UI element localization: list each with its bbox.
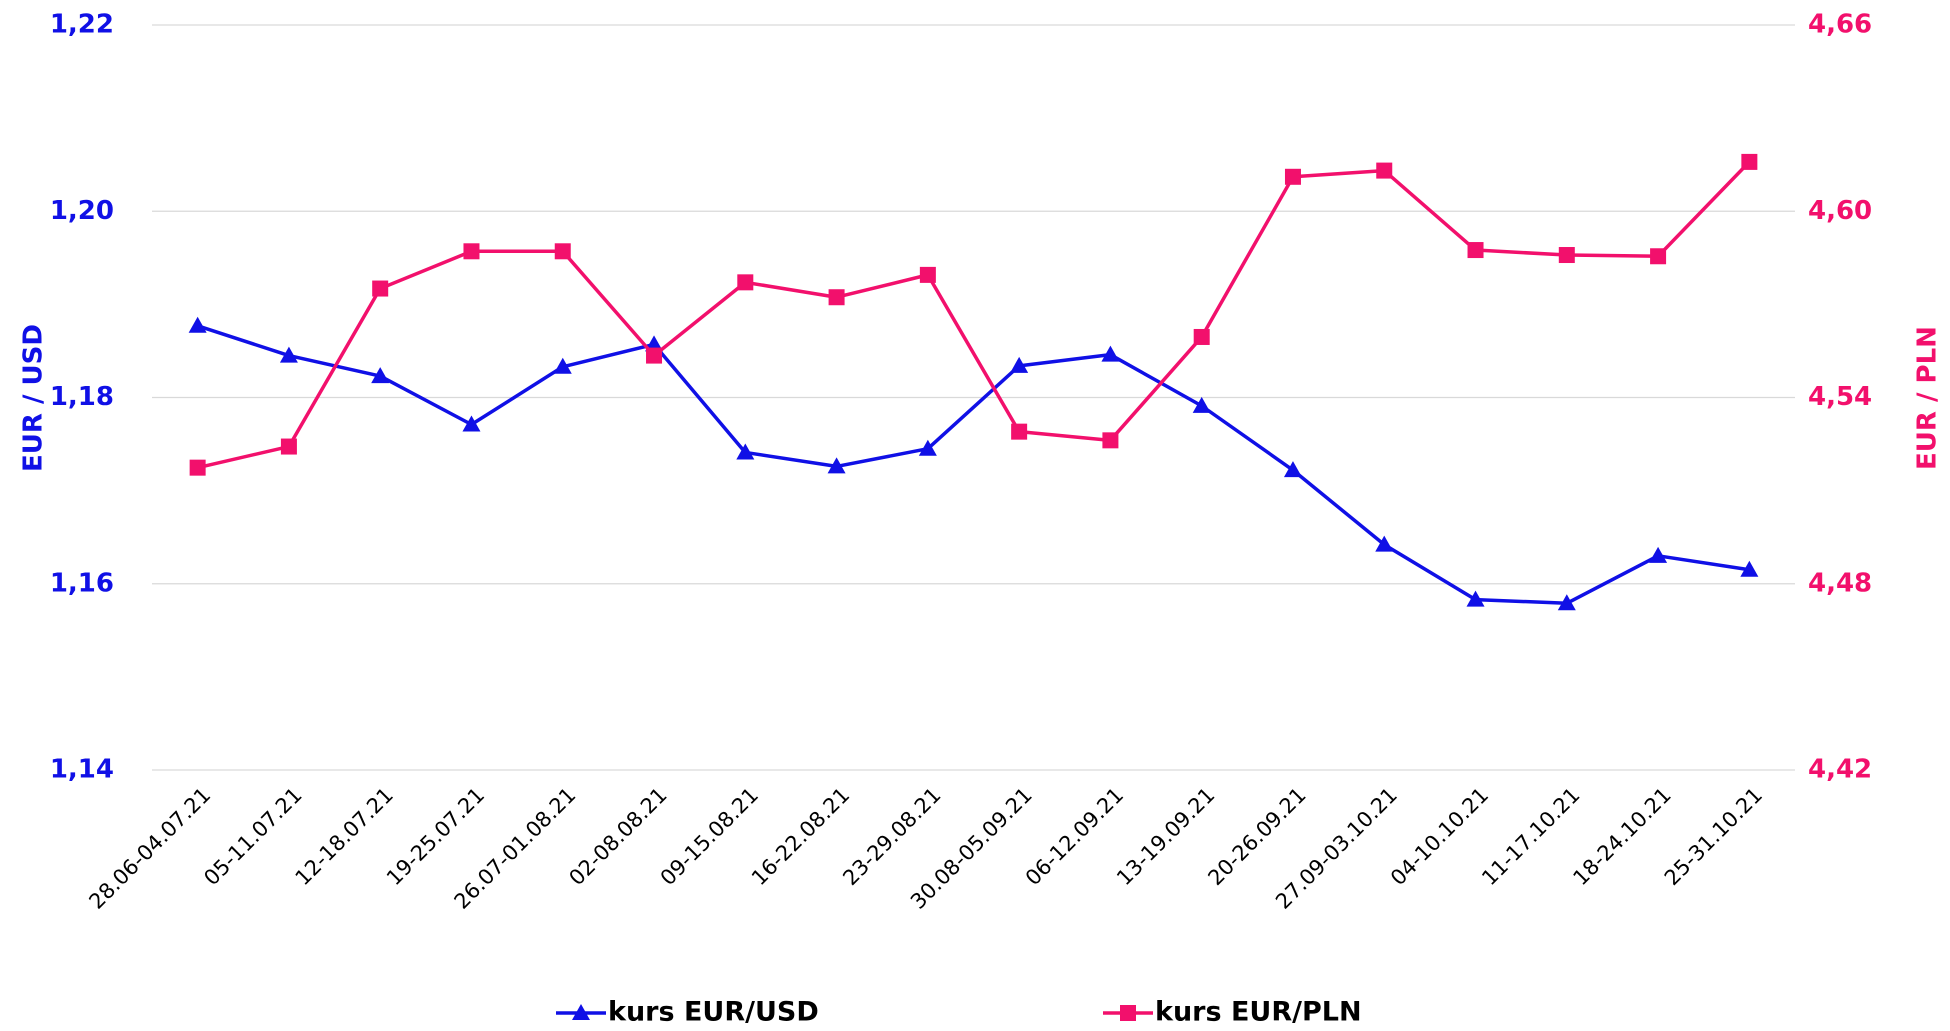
y2-tick-label: 4,60 xyxy=(1808,196,1872,226)
y2-axis-title: EUR / PLN xyxy=(1913,326,1943,470)
y-axis-title: EUR / USD xyxy=(19,324,49,472)
point xyxy=(828,289,845,306)
point xyxy=(1467,242,1484,259)
point xyxy=(919,266,936,283)
point xyxy=(1557,594,1576,611)
point xyxy=(188,316,207,333)
point xyxy=(1649,546,1668,563)
point xyxy=(1741,153,1758,170)
point xyxy=(1102,432,1119,449)
point xyxy=(1284,168,1301,185)
series-line xyxy=(197,324,1750,606)
point xyxy=(1101,345,1120,362)
x-tick-label: 25-31.10.21 xyxy=(1660,783,1767,890)
point xyxy=(1466,590,1485,607)
point xyxy=(1650,248,1667,265)
point xyxy=(1193,328,1210,345)
legend-label: kurs EUR/USD xyxy=(608,997,819,1028)
y2-tick-label: 4,42 xyxy=(1808,755,1872,785)
point xyxy=(1375,535,1394,552)
legend-label: kurs EUR/PLN xyxy=(1155,997,1362,1028)
y-tick-label: 1,18 xyxy=(50,382,114,412)
point xyxy=(463,243,480,260)
point xyxy=(827,457,846,474)
legend-marker xyxy=(1120,1005,1136,1021)
point xyxy=(1010,356,1029,373)
point xyxy=(1740,560,1759,577)
point xyxy=(1283,461,1302,478)
point xyxy=(645,335,664,352)
point xyxy=(1376,162,1393,179)
y-tick-label: 1,22 xyxy=(50,10,114,40)
y-tick-label: 1,16 xyxy=(50,568,114,598)
series-line xyxy=(197,160,1751,470)
point xyxy=(554,243,571,260)
point xyxy=(1558,247,1575,264)
point xyxy=(646,347,663,364)
y2-tick-label: 4,66 xyxy=(1808,10,1872,40)
point xyxy=(279,346,298,363)
y2-tick-label: 4,48 xyxy=(1808,568,1872,598)
point xyxy=(736,443,755,460)
point xyxy=(918,439,937,456)
point xyxy=(1011,423,1028,440)
point xyxy=(189,459,206,476)
point xyxy=(462,415,481,432)
point xyxy=(1192,396,1211,413)
point xyxy=(737,274,754,291)
point xyxy=(553,357,572,374)
legend-marker xyxy=(572,1004,590,1020)
point xyxy=(371,367,390,384)
point xyxy=(280,438,297,455)
y-tick-label: 1,14 xyxy=(50,755,114,785)
y2-tick-label: 4,54 xyxy=(1808,382,1872,412)
y-tick-label: 1,20 xyxy=(50,196,114,226)
x-tick-label: 28.06-04.07.21 xyxy=(84,783,215,914)
point xyxy=(372,280,389,297)
